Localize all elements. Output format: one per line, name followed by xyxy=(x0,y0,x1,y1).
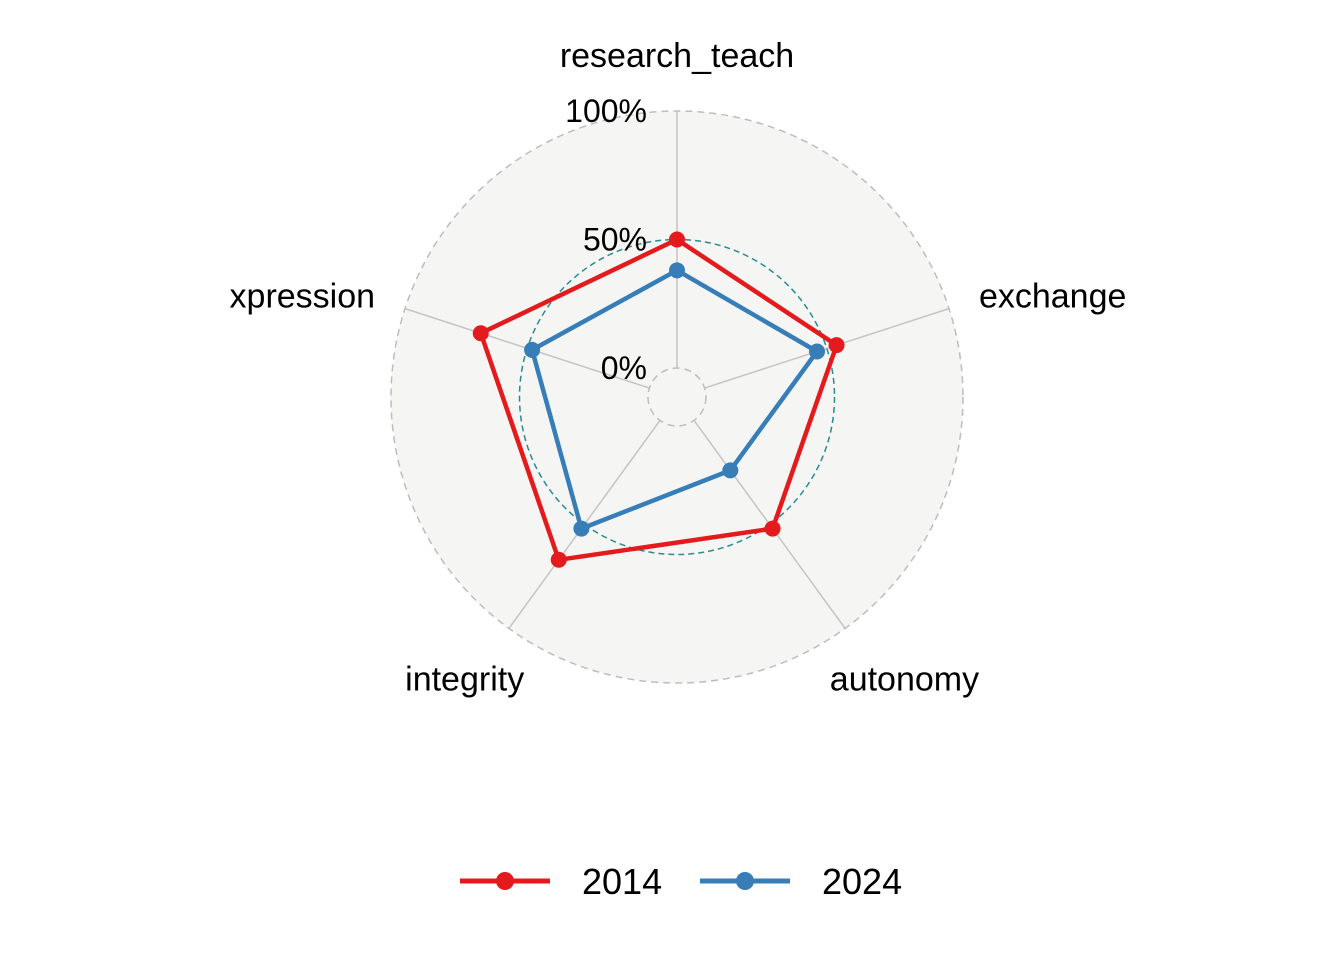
series-line xyxy=(529,268,820,531)
radar-panel xyxy=(391,111,963,683)
axis-label: exchange xyxy=(979,278,1126,316)
data-point xyxy=(472,325,489,342)
data-point xyxy=(722,462,739,479)
radar-series xyxy=(472,231,845,568)
legend-label: 2024 xyxy=(822,861,902,902)
data-point xyxy=(573,520,590,537)
grid-ring xyxy=(390,110,964,684)
series-line xyxy=(478,237,839,563)
radar-labels: 0% 50% 100% research_teach exchange autonomy i… xyxy=(230,37,1127,698)
tick-label: 0% xyxy=(601,350,647,386)
axis-label: integrity xyxy=(405,660,524,698)
axis-label: research_teach xyxy=(560,37,794,75)
data-point xyxy=(550,551,567,568)
legend-key-point xyxy=(496,872,514,890)
axis-label: xpression xyxy=(230,278,376,316)
axis-spoke xyxy=(704,307,950,389)
data-point xyxy=(764,520,781,537)
axis-label: autonomy xyxy=(830,660,979,698)
data-point xyxy=(524,341,541,358)
legend-label: 2014 xyxy=(582,861,662,902)
data-point xyxy=(828,337,845,354)
tick-label: 50% xyxy=(583,222,647,258)
radar-grid xyxy=(390,110,964,684)
tick-label: 100% xyxy=(565,93,647,129)
legend: 2014 2024 xyxy=(460,861,902,902)
grid-ring xyxy=(647,367,707,427)
legend-key-point xyxy=(736,872,754,890)
data-point xyxy=(669,231,685,248)
data-point xyxy=(809,343,826,360)
data-point xyxy=(669,262,685,279)
